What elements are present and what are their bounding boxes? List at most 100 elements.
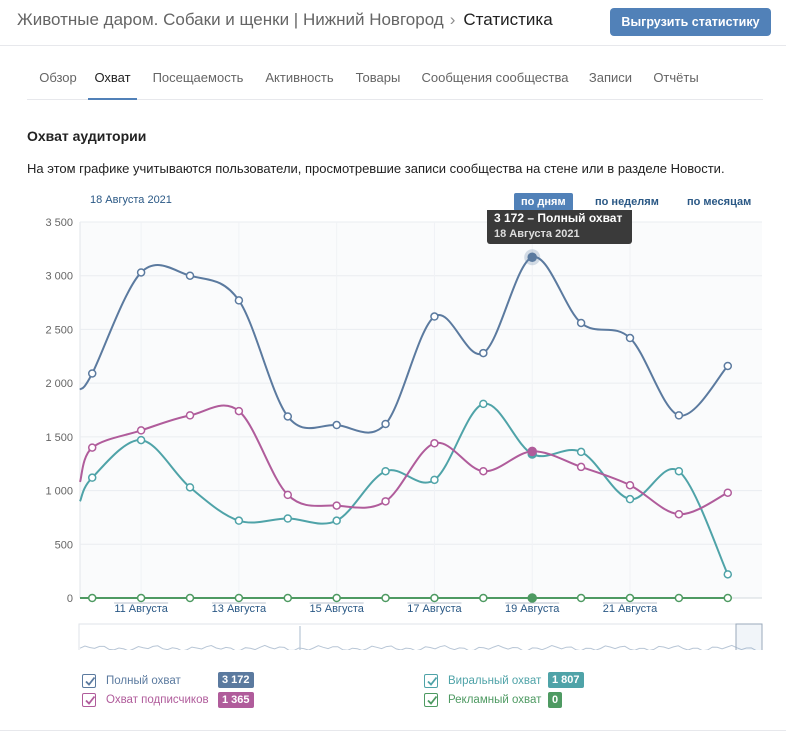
data-point <box>87 593 97 603</box>
data-point <box>625 480 635 490</box>
legend-item-subscribers-reach[interactable]: Охват подписчиков <box>82 691 209 709</box>
data-point <box>234 296 244 305</box>
x-axis-ticks: 11 Августа 13 Августа 15 Августа 17 Августа… <box>114 602 658 615</box>
legend-value-badge: 0 <box>548 692 563 708</box>
x-tick-label: 19 Августа <box>505 603 560 615</box>
data-point <box>381 497 390 506</box>
data-point <box>332 593 341 603</box>
data-point <box>283 490 293 500</box>
data-point <box>625 333 635 343</box>
data-point <box>332 516 341 525</box>
data-point <box>576 462 586 472</box>
chart-tooltip: 3 172 – Полный охват 18 Августа 2021 <box>487 210 632 244</box>
bottom-divider <box>0 730 786 731</box>
page-header: Животные даром. Собаки и щенки | Нижний … <box>0 0 786 46</box>
tab-activity[interactable]: Активность <box>265 70 334 85</box>
period-by-months[interactable]: по месяцам <box>687 196 752 208</box>
check-icon <box>427 695 438 705</box>
legend-item-ad-reach[interactable]: Рекламный охват <box>424 691 541 709</box>
data-point <box>332 501 341 510</box>
data-point <box>479 399 488 409</box>
data-point <box>479 466 488 476</box>
data-point <box>430 593 439 603</box>
tab-reach[interactable]: Охват <box>88 55 137 100</box>
data-point <box>283 412 293 421</box>
x-tick-label: 15 Августа <box>309 603 364 615</box>
data-point-active <box>527 446 537 457</box>
legend-label: Полный охват <box>106 675 181 687</box>
tab-goods[interactable]: Товары <box>355 70 401 85</box>
checkbox-checked-icon[interactable] <box>82 674 96 688</box>
data-point <box>625 494 635 504</box>
legend-item-viral-reach[interactable]: Виральный охват <box>424 672 541 690</box>
reach-chart[interactable]: 0 500 1 000 1 500 2 000 2 500 3 000 3 500 11 Ав… <box>0 210 786 650</box>
tab-attendance[interactable]: Посещаемость <box>152 70 244 85</box>
data-point <box>674 593 684 603</box>
data-point <box>234 516 244 525</box>
data-point <box>381 466 390 476</box>
data-point <box>723 488 733 497</box>
data-point <box>87 473 97 482</box>
x-tick-label: 11 Августа <box>114 603 168 615</box>
y-tick-label: 1 500 <box>45 432 73 444</box>
tab-overview[interactable]: Обзор <box>39 70 77 85</box>
data-point <box>674 466 684 476</box>
data-point <box>136 593 146 603</box>
data-point-active <box>527 593 537 603</box>
y-tick-label: 0 <box>67 593 73 605</box>
tab-community-messages[interactable]: Сообщения сообщества <box>421 70 569 85</box>
check-icon <box>427 676 438 686</box>
data-point <box>87 443 97 452</box>
tooltip-title: 3 172 – Полный охват <box>494 211 622 225</box>
navigator-window <box>735 623 763 650</box>
data-point <box>332 420 341 430</box>
y-tick-label: 2 000 <box>45 378 73 390</box>
data-point <box>674 411 684 420</box>
x-tick-label: 17 Августа <box>407 603 462 615</box>
tab-posts[interactable]: Записи <box>588 70 633 85</box>
legend-value-badge: 1 807 <box>548 672 584 688</box>
period-by-weeks[interactable]: по неделям <box>595 196 659 208</box>
data-point <box>576 447 586 457</box>
check-icon <box>85 695 96 705</box>
y-tick-label: 3 000 <box>45 271 73 283</box>
section-title: Охват аудитории <box>27 128 147 144</box>
y-tick-label: 3 500 <box>45 217 73 229</box>
tooltip-background <box>487 210 632 244</box>
x-tick-label: 21 Августа <box>603 603 658 615</box>
checkbox-checked-icon[interactable] <box>424 693 438 707</box>
tab-reports[interactable]: Отчёты <box>653 70 699 85</box>
data-point <box>723 361 733 371</box>
data-point <box>136 435 146 445</box>
data-point <box>185 593 195 603</box>
tabs-bar: Обзор Охват Посещаемость Активность Това… <box>27 55 763 100</box>
data-point <box>723 593 733 603</box>
legend-label: Рекламный охват <box>448 694 542 706</box>
data-point <box>576 593 586 603</box>
data-point <box>185 411 195 420</box>
data-point <box>283 514 293 523</box>
legend-label: Виральный охват <box>448 675 542 687</box>
y-tick-label: 2 500 <box>45 324 73 336</box>
legend-item-full-reach[interactable]: Полный охват <box>82 672 181 690</box>
data-point <box>381 419 390 429</box>
data-point <box>625 593 635 603</box>
data-point <box>381 593 390 603</box>
chart-points <box>87 249 733 603</box>
data-point <box>479 593 488 603</box>
checkbox-checked-icon[interactable] <box>424 674 438 688</box>
data-point <box>430 312 439 321</box>
y-tick-label: 500 <box>55 539 73 551</box>
export-stats-button[interactable]: Выгрузить статистику <box>610 8 771 36</box>
data-point <box>234 593 244 603</box>
period-by-days[interactable]: по дням <box>514 193 573 211</box>
data-point <box>136 268 146 277</box>
check-icon <box>85 676 96 686</box>
chevron-right-icon: › <box>449 10 456 29</box>
x-tick-label: 13 Августа <box>212 603 267 615</box>
data-point <box>136 426 146 435</box>
breadcrumb-community-link[interactable]: Животные даром. Собаки и щенки | Нижний … <box>17 10 444 29</box>
checkbox-checked-icon[interactable] <box>82 693 96 707</box>
breadcrumb: Животные даром. Собаки и щенки | Нижний … <box>17 10 553 30</box>
series-line <box>79 256 729 434</box>
